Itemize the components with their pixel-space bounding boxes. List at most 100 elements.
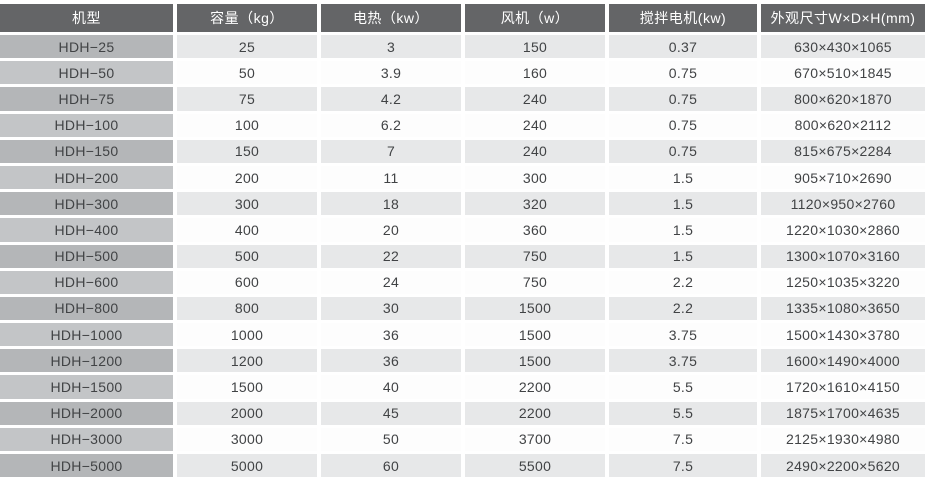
capacity-cell: 150 <box>177 139 317 163</box>
column-header-dimensions: 外观尺寸W×D×H(mm) <box>761 4 925 32</box>
motor-cell: 7.5 <box>609 454 757 478</box>
motor-cell: 1.5 <box>609 218 757 242</box>
dimensions-cell: 905×710×2690 <box>761 165 925 190</box>
model-cell: HDH−3000 <box>0 427 173 451</box>
capacity-cell: 100 <box>177 113 317 137</box>
heating-cell: 11 <box>321 165 461 190</box>
dimensions-cell: 670×510×1845 <box>761 61 925 85</box>
motor-cell: 0.75 <box>609 61 757 85</box>
dimensions-cell: 1335×1080×3650 <box>761 296 925 321</box>
heating-cell: 24 <box>321 270 461 294</box>
model-cell: HDH−50 <box>0 61 173 85</box>
motor-cell: 3.75 <box>609 323 757 347</box>
capacity-cell: 50 <box>177 61 317 85</box>
fan-cell: 2200 <box>465 375 605 399</box>
motor-cell: 0.75 <box>609 87 757 111</box>
dimensions-cell: 800×620×2112 <box>761 113 925 137</box>
motor-cell: 1.5 <box>609 165 757 190</box>
heating-cell: 7 <box>321 139 461 163</box>
dimensions-cell: 1300×1070×3160 <box>761 244 925 268</box>
capacity-cell: 500 <box>177 244 317 268</box>
fan-cell: 2200 <box>465 401 605 425</box>
dimensions-cell: 1600×1490×4000 <box>761 349 925 373</box>
model-cell: HDH−150 <box>0 139 173 163</box>
motor-cell: 1.5 <box>609 192 757 216</box>
capacity-cell: 200 <box>177 165 317 190</box>
motor-cell: 2.2 <box>609 270 757 294</box>
heating-cell: 4.2 <box>321 87 461 111</box>
fan-cell: 320 <box>465 192 605 216</box>
model-cell: HDH−800 <box>0 296 173 321</box>
heating-cell: 22 <box>321 244 461 268</box>
column-header-fan: 风机（w） <box>465 4 605 32</box>
column-header-motor: 搅拌电机(kw) <box>609 4 757 32</box>
model-cell: HDH−75 <box>0 87 173 111</box>
motor-cell: 5.5 <box>609 401 757 425</box>
dimensions-cell: 1875×1700×4635 <box>761 401 925 425</box>
heating-cell: 18 <box>321 192 461 216</box>
capacity-cell: 600 <box>177 270 317 294</box>
capacity-cell: 300 <box>177 192 317 216</box>
model-cell: HDH−600 <box>0 270 173 294</box>
dimensions-cell: 1720×1610×4150 <box>761 375 925 399</box>
motor-cell: 5.5 <box>609 375 757 399</box>
model-cell: HDH−25 <box>0 35 173 59</box>
fan-cell: 240 <box>465 113 605 137</box>
fan-cell: 240 <box>465 87 605 111</box>
model-cell: HDH−1000 <box>0 323 173 347</box>
dimensions-cell: 2490×2200×5620 <box>761 454 925 478</box>
motor-cell: 2.2 <box>609 296 757 321</box>
dimensions-cell: 815×675×2284 <box>761 139 925 163</box>
heating-cell: 3 <box>321 35 461 59</box>
heating-cell: 6.2 <box>321 113 461 137</box>
heating-cell: 20 <box>321 218 461 242</box>
model-cell: HDH−2000 <box>0 401 173 425</box>
heating-cell: 36 <box>321 349 461 373</box>
dimensions-cell: 1250×1035×3220 <box>761 270 925 294</box>
motor-cell: 0.75 <box>609 113 757 137</box>
dimensions-cell: 1120×950×2760 <box>761 192 925 216</box>
fan-cell: 1500 <box>465 323 605 347</box>
fan-cell: 300 <box>465 165 605 190</box>
model-cell: HDH−300 <box>0 192 173 216</box>
motor-cell: 3.75 <box>609 349 757 373</box>
fan-cell: 750 <box>465 244 605 268</box>
motor-cell: 1.5 <box>609 244 757 268</box>
fan-cell: 3700 <box>465 427 605 451</box>
dimensions-cell: 1500×1430×3780 <box>761 323 925 347</box>
model-cell: HDH−1200 <box>0 349 173 373</box>
heating-cell: 30 <box>321 296 461 321</box>
fan-cell: 5500 <box>465 454 605 478</box>
capacity-cell: 400 <box>177 218 317 242</box>
model-cell: HDH−100 <box>0 113 173 137</box>
heating-cell: 45 <box>321 401 461 425</box>
capacity-cell: 2000 <box>177 401 317 425</box>
heating-cell: 60 <box>321 454 461 478</box>
fan-cell: 1500 <box>465 296 605 321</box>
heating-cell: 40 <box>321 375 461 399</box>
model-cell: HDH−5000 <box>0 454 173 478</box>
heating-cell: 50 <box>321 427 461 451</box>
dimensions-cell: 800×620×1870 <box>761 87 925 111</box>
capacity-cell: 1500 <box>177 375 317 399</box>
dimensions-cell: 1220×1030×2860 <box>761 218 925 242</box>
capacity-cell: 1200 <box>177 349 317 373</box>
capacity-cell: 75 <box>177 87 317 111</box>
fan-cell: 750 <box>465 270 605 294</box>
model-cell: HDH−500 <box>0 244 173 268</box>
dimensions-cell: 630×430×1065 <box>761 35 925 59</box>
capacity-cell: 1000 <box>177 323 317 347</box>
capacity-cell: 3000 <box>177 427 317 451</box>
motor-cell: 0.75 <box>609 139 757 163</box>
capacity-cell: 25 <box>177 35 317 59</box>
fan-cell: 160 <box>465 61 605 85</box>
fan-cell: 1500 <box>465 349 605 373</box>
dimensions-cell: 2125×1930×4980 <box>761 427 925 451</box>
fan-cell: 360 <box>465 218 605 242</box>
heating-cell: 3.9 <box>321 61 461 85</box>
motor-cell: 7.5 <box>609 427 757 451</box>
column-header-heating: 电热（kw） <box>321 4 461 32</box>
model-cell: HDH−400 <box>0 218 173 242</box>
motor-cell: 0.37 <box>609 35 757 59</box>
